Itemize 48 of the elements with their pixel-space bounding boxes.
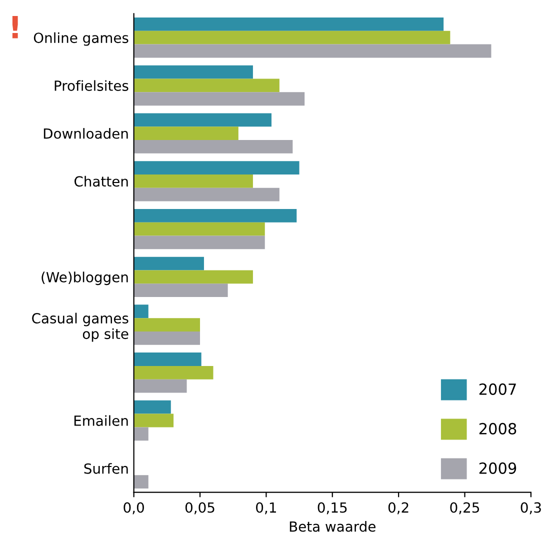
bar bbox=[134, 352, 202, 366]
bar bbox=[134, 400, 171, 414]
y-tick-label: Downloaden bbox=[44, 128, 128, 139]
y-tick-label: (We)bloggen bbox=[42, 272, 128, 286]
y-tick-label: Chatten bbox=[74, 176, 128, 187]
bar bbox=[134, 174, 253, 188]
bar bbox=[134, 30, 450, 44]
bar bbox=[134, 222, 265, 236]
bar bbox=[134, 427, 148, 441]
bar bbox=[134, 366, 214, 380]
bar bbox=[134, 414, 174, 428]
text: ! bbox=[12, 16, 18, 38]
x-tick-label: 0,15 bbox=[318, 502, 347, 514]
bar bbox=[134, 318, 200, 332]
y-tick-label: Profielsites bbox=[54, 80, 128, 91]
bar bbox=[134, 379, 187, 393]
x-tick-label: 0,0 bbox=[124, 502, 144, 514]
bar bbox=[134, 140, 293, 154]
bar bbox=[134, 161, 300, 174]
x-tick-label: 0,3 bbox=[520, 502, 541, 514]
legend-label: 2008 bbox=[479, 422, 516, 434]
y-tick-label: Online games bbox=[34, 32, 128, 46]
bar bbox=[134, 65, 253, 79]
bar bbox=[134, 208, 297, 222]
legend-label: 2007 bbox=[479, 383, 516, 395]
bar bbox=[134, 44, 492, 58]
x-tick-label: 0,1 bbox=[256, 502, 276, 514]
bar bbox=[134, 270, 253, 284]
y-tick-label: Surfen bbox=[84, 463, 128, 474]
bar bbox=[134, 331, 200, 345]
bar bbox=[134, 256, 204, 270]
bar bbox=[134, 475, 148, 488]
bar bbox=[134, 284, 228, 298]
x-axis-title: Beta waarde bbox=[290, 521, 376, 532]
legend-label: 2009 bbox=[479, 462, 516, 474]
x-tick-label: 0,25 bbox=[450, 502, 480, 514]
bar bbox=[134, 92, 305, 106]
bar bbox=[134, 78, 280, 92]
bar bbox=[134, 236, 265, 250]
bar bbox=[134, 113, 272, 127]
bar bbox=[134, 304, 148, 318]
bar bbox=[134, 126, 238, 140]
bar bbox=[134, 18, 444, 31]
x-tick-label: 0,05 bbox=[185, 502, 214, 514]
bar bbox=[134, 188, 280, 202]
x-tick-label: 0,2 bbox=[388, 502, 408, 514]
y-tick-label: Casual games op site bbox=[32, 312, 128, 342]
y-tick-label: Emailen bbox=[74, 415, 128, 426]
